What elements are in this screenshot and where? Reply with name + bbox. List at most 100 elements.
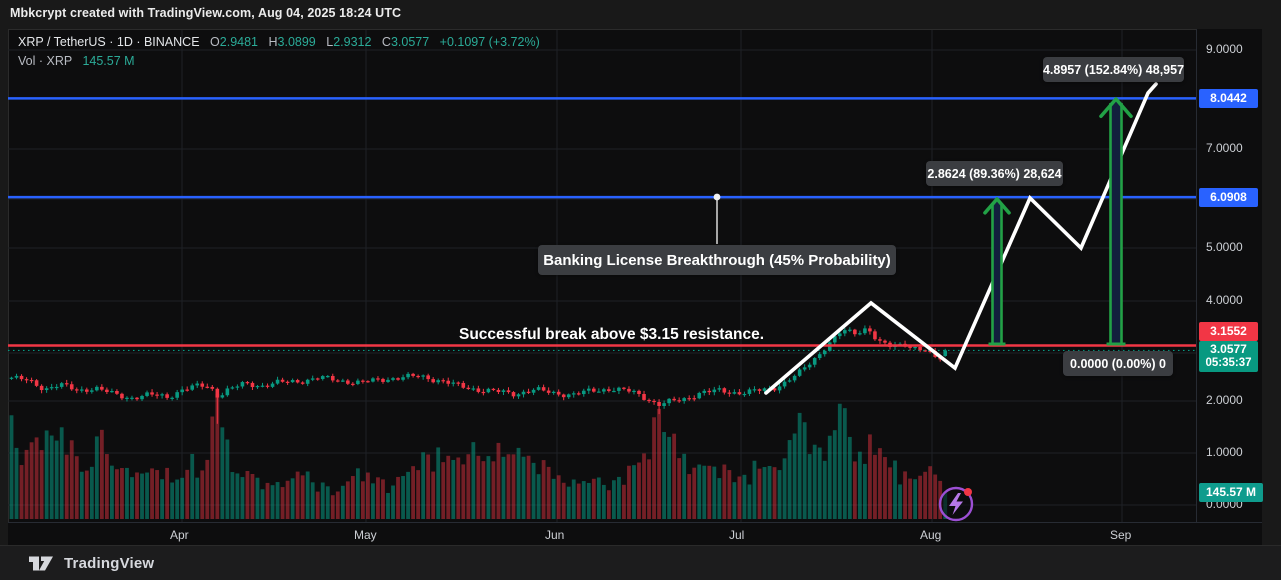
- volume-bar: [481, 461, 486, 519]
- volume-bar: [210, 416, 215, 519]
- volume-bar: [165, 467, 170, 519]
- candle-body: [607, 389, 611, 391]
- candle-body: [391, 378, 395, 380]
- volume-bar: [19, 465, 24, 519]
- ohlc-open-label: O: [210, 35, 220, 49]
- volume-bar: [622, 484, 626, 519]
- projection-zigzag-line[interactable]: [764, 82, 1158, 395]
- volume-series-label: Vol · XRP: [18, 54, 72, 68]
- volume-bar: [406, 471, 410, 519]
- resistance-note[interactable]: Successful break above $3.15 resistance.: [459, 326, 765, 343]
- candle-body: [270, 383, 275, 387]
- volume-bar: [110, 465, 114, 519]
- tradingview-logo-icon[interactable]: [28, 553, 55, 573]
- candle-body: [69, 384, 74, 390]
- price-target-lower-annotation[interactable]: 2.8624 (89.36%) 28,624: [926, 161, 1063, 186]
- volume-bar: [812, 444, 817, 519]
- volume-bar: [386, 492, 390, 519]
- volume-bar: [521, 456, 526, 519]
- volume-bar: [104, 454, 109, 519]
- volume-bar: [847, 436, 852, 519]
- price-axis[interactable]: 9.0000 7.0000 5.0000 4.0000 2.0000 1.0000 0.00…: [1196, 29, 1263, 522]
- volume-bar: [190, 453, 195, 519]
- candle-body: [526, 391, 531, 393]
- volume-bar: [526, 455, 531, 519]
- volume-bar: [561, 482, 566, 519]
- candle-body: [371, 378, 375, 382]
- volume-bar: [94, 436, 99, 519]
- candle-body: [160, 394, 164, 396]
- volume-bar: [873, 454, 877, 519]
- volume-bar: [883, 457, 887, 519]
- time-axis[interactable]: Apr May Jun Jul Aug Sep: [8, 522, 1262, 545]
- candle-body: [496, 389, 501, 393]
- event-annotation[interactable]: Banking License Breakthrough (45% Probab…: [538, 245, 896, 275]
- symbol-title: XRP / TetherUS · 1D · BINANCE: [18, 35, 200, 49]
- candle-body: [24, 379, 29, 381]
- volume-bar: [476, 455, 481, 519]
- volume-bar: [155, 470, 159, 519]
- candle-body: [777, 386, 782, 391]
- volume-bar: [581, 481, 586, 519]
- lightning-icon[interactable]: [949, 493, 963, 515]
- candle-body: [551, 391, 556, 394]
- time-tick-sep: Sep: [1110, 528, 1132, 542]
- candle-body: [757, 389, 762, 391]
- candle-body: [918, 346, 922, 351]
- candle-body: [34, 380, 39, 386]
- volume-bar: [496, 442, 501, 519]
- volume-bar: [576, 483, 581, 519]
- volume-bar: [265, 482, 270, 519]
- candle-body: [571, 393, 576, 395]
- candle-body: [652, 400, 656, 403]
- candle-body: [461, 382, 466, 388]
- volume-bar: [712, 466, 717, 519]
- candle-body: [320, 376, 325, 379]
- candle-body: [59, 383, 64, 387]
- candle-body: [642, 393, 646, 400]
- candle-body: [772, 388, 777, 391]
- volume-bar: [893, 460, 897, 519]
- price-tick: 7.0000: [1206, 141, 1243, 155]
- candle-body: [843, 330, 847, 334]
- volume-bar: [471, 442, 476, 519]
- volume-bar: [345, 481, 350, 519]
- candle-body: [612, 390, 616, 393]
- countdown-text: 05:35:37: [1205, 357, 1252, 369]
- arrow-head: [1099, 97, 1133, 119]
- volume-bar: [601, 484, 606, 519]
- candle-body: [79, 389, 84, 391]
- volume-bar: [667, 436, 672, 519]
- candle-body: [677, 400, 681, 402]
- volume-bar: [24, 449, 29, 519]
- event-anchor-dot[interactable]: [713, 193, 721, 201]
- candle-body: [576, 393, 581, 395]
- candle-body: [692, 398, 697, 400]
- candle-body: [280, 379, 285, 382]
- volume-bar: [536, 474, 541, 519]
- candle-body: [54, 386, 59, 389]
- volume-bar: [657, 408, 661, 519]
- volume-bar: [898, 484, 902, 519]
- volume-bar: [305, 471, 310, 519]
- volume-bar: [325, 486, 330, 519]
- volume-bar: [586, 482, 591, 519]
- candle-body: [376, 378, 380, 380]
- price-target-upper-annotation[interactable]: 4.8957 (152.84%) 48,957: [1043, 57, 1184, 82]
- candle-body: [346, 380, 350, 384]
- candle-body: [838, 333, 842, 337]
- candle-body: [737, 392, 742, 395]
- volume-bar: [14, 447, 19, 519]
- tradingview-brand[interactable]: TradingView: [64, 554, 155, 572]
- candle-body: [150, 392, 154, 395]
- volume-bar: [737, 476, 742, 519]
- volume-bar: [868, 434, 872, 519]
- volume-bar: [852, 461, 857, 519]
- volume-bar: [39, 450, 44, 519]
- volume-bar: [280, 487, 285, 519]
- candle-body: [285, 381, 290, 383]
- candle-body: [908, 346, 912, 348]
- zero-measure-annotation[interactable]: 0.0000 (0.00%) 0: [1063, 351, 1173, 376]
- volume-bar: [446, 455, 451, 519]
